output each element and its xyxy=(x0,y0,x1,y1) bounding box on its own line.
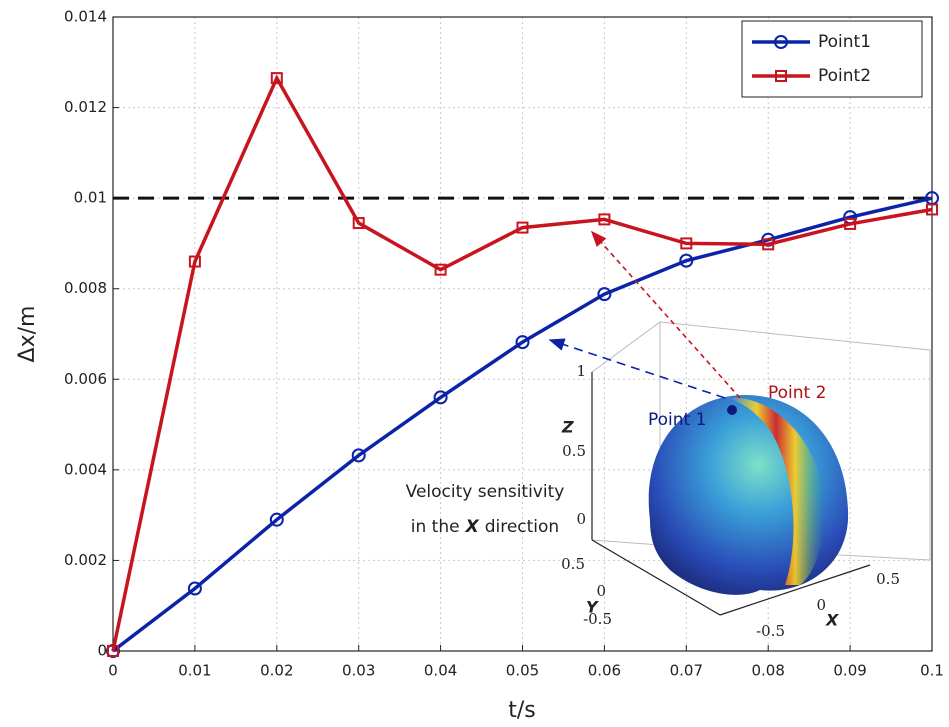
y-tick-label: 0.002 xyxy=(64,551,107,569)
legend-label: Point2 xyxy=(818,66,871,86)
x-axis-title: t/s xyxy=(508,698,536,723)
arrow xyxy=(590,230,741,399)
legend-marker xyxy=(774,35,788,49)
inset-tick-label: 0 xyxy=(596,582,606,600)
marker xyxy=(352,217,365,230)
x-tick-label: 0.03 xyxy=(342,662,375,680)
sensitivity-band xyxy=(728,397,825,585)
inset-tick-label: -0.5 xyxy=(583,610,612,628)
inset-tick-label: 0.5 xyxy=(876,570,900,588)
legend-marker xyxy=(775,70,787,82)
marker xyxy=(679,253,694,268)
y-tick-label: 0.008 xyxy=(64,279,107,297)
y-tick-label: 0.014 xyxy=(64,8,107,26)
marker xyxy=(597,287,612,302)
marker xyxy=(269,512,284,527)
marker xyxy=(351,448,366,463)
marker xyxy=(434,263,447,276)
x-tick-label: 0.06 xyxy=(588,662,621,680)
x-tick-label: 0.08 xyxy=(751,662,784,680)
inset-tick-label: -0.5 xyxy=(756,622,785,640)
annotation-emphasis: X xyxy=(465,517,480,537)
x-tick-label: 0.07 xyxy=(670,662,703,680)
y-tick-label: 0.01 xyxy=(74,189,107,207)
annotation: Velocity sensitivity xyxy=(406,482,565,502)
y-axis-title: Δx/m xyxy=(15,306,40,363)
inset-label: Point 1 xyxy=(648,410,706,430)
inset-tick-label: 0.5 xyxy=(561,555,585,573)
plot-frame xyxy=(112,16,933,652)
series-line xyxy=(111,196,933,653)
inset-tick-label: 0.5 xyxy=(562,442,586,460)
inset-axis-label: Y xyxy=(586,598,599,617)
inset-tick-label: 0 xyxy=(576,510,586,528)
inset-tick-label: 0 xyxy=(816,596,826,614)
y-tick-label: 0.012 xyxy=(64,98,107,116)
annotation: direction xyxy=(485,517,560,537)
series-line xyxy=(111,74,933,652)
marker xyxy=(762,238,775,251)
inset-label: Point 2 xyxy=(768,383,826,403)
y-tick-label: 0.006 xyxy=(64,370,107,388)
point-marker xyxy=(727,405,737,415)
y-tick-label: 0.004 xyxy=(64,460,107,478)
legend-label: Point1 xyxy=(818,32,871,52)
inset-axis-label: Z xyxy=(561,418,574,437)
marker xyxy=(107,645,119,657)
inset-axes xyxy=(591,372,871,616)
x-tick-label: 0.05 xyxy=(506,662,539,680)
x-tick-label: 0.04 xyxy=(424,662,457,680)
marker xyxy=(680,237,693,250)
marker xyxy=(516,221,529,234)
marker xyxy=(844,217,857,230)
inset xyxy=(548,230,931,616)
x-tick-label: 0 xyxy=(108,662,118,680)
annotation: in the xyxy=(411,517,460,537)
x-tick-label: 0.01 xyxy=(178,662,211,680)
marker xyxy=(515,335,530,350)
legend: Point1 Point2 xyxy=(741,20,923,98)
legend-box xyxy=(741,20,923,98)
x-tick-label: 0.1 xyxy=(920,662,944,680)
marker xyxy=(187,581,202,596)
marker xyxy=(926,203,938,216)
marker xyxy=(598,213,611,226)
inset-tick-label: 1 xyxy=(576,362,586,380)
marker xyxy=(433,390,448,405)
y-tick-label: 0 xyxy=(97,642,107,660)
arrow xyxy=(548,338,726,399)
marker xyxy=(270,72,283,85)
marker xyxy=(188,255,201,268)
x-tick-label: 0.02 xyxy=(260,662,293,680)
inset-axis-label: X xyxy=(825,611,839,630)
x-tick-label: 0.09 xyxy=(833,662,866,680)
